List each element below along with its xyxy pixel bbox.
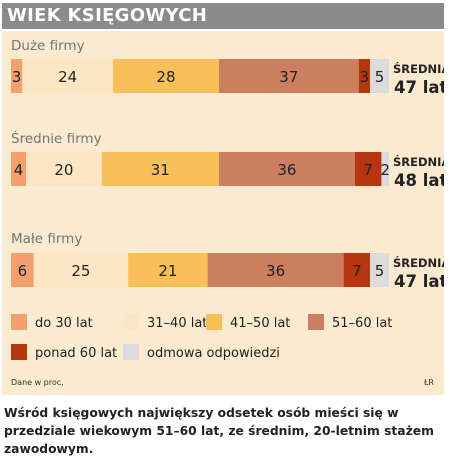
legend-swatch-do-30-lat: [11, 314, 27, 330]
bar-segment-2-31-40-lat: [26, 152, 102, 186]
legend-swatch-ponad-60-lat: [11, 344, 27, 360]
bar-segment-2-ponad-60-lat: [354, 152, 382, 186]
average-label-2: ŚREDNIA: [393, 154, 444, 169]
bar-segment-2-odmowa-odpowiedzi: [381, 152, 389, 186]
data-label-1-ponad-60-lat: 3: [360, 68, 370, 86]
bar-segment-1-do-30-lat: [11, 59, 23, 93]
legend-label-51-60-lat: 51–60 lat: [332, 316, 392, 331]
legend-label-41-50-lat: 41–50 lat: [230, 316, 290, 331]
data-label-2-do-30-lat: 4: [14, 161, 24, 179]
data-label-3-odmowa-odpowiedzi: 5: [375, 262, 385, 280]
bar-segment-1-41-50-lat: [113, 59, 219, 93]
data-label-3-ponad-60-lat: 7: [352, 262, 362, 280]
legend-swatch-31-40-lat: [123, 314, 139, 330]
data-note: Dane w proc.: [11, 378, 64, 387]
legend-label-odmowa-odpowiedzi: odmowa odpowiedzi: [147, 346, 280, 361]
legend-swatch-51-60-lat: [308, 314, 324, 330]
data-label-2-ponad-60-lat: 7: [363, 161, 373, 179]
legend-label-do-30-lat: do 30 lat: [35, 316, 93, 331]
category-label-1: Duże firmy: [11, 38, 85, 54]
stacked-bar-chart: Duże firmy324283735ŚREDNIA47 latŚrednie …: [11, 38, 444, 361]
bar-segment-1-odmowa-odpowiedzi: [370, 59, 389, 93]
chart-title: WIEK KSIĘGOWYCH: [7, 5, 208, 26]
data-label-3-41-50-lat: 21: [158, 262, 177, 280]
category-label-3: Małe firmy: [11, 231, 82, 247]
average-value-3: 47 lat: [394, 272, 444, 291]
bar-segment-1-51-60-lat: [218, 59, 359, 93]
chart-panel: Duże firmy324283735ŚREDNIA47 latŚrednie …: [2, 31, 444, 395]
data-label-3-51-60-lat: 36: [266, 262, 285, 280]
average-value-2: 48 lat: [394, 171, 444, 190]
data-label-2-51-60-lat: 36: [277, 161, 296, 179]
bar-segment-1-ponad-60-lat: [358, 59, 371, 93]
data-label-1-odmowa-odpowiedzi: 5: [375, 68, 385, 86]
author-credit: ŁR: [423, 378, 434, 387]
bar-segment-3-odmowa-odpowiedzi: [370, 253, 389, 287]
average-label-3: ŚREDNIA: [393, 255, 444, 270]
data-label-2-odmowa-odpowiedzi: 2: [380, 161, 390, 179]
legend-swatch-odmowa-odpowiedzi: [123, 344, 139, 360]
average-value-1: 47 lat: [394, 78, 444, 97]
bar-segment-2-41-50-lat: [101, 152, 219, 186]
bar-segment-2-51-60-lat: [218, 152, 355, 186]
legend-label-31-40-lat: 31–40 lat: [147, 316, 207, 331]
bar-segment-3-ponad-60-lat: [343, 253, 371, 287]
data-label-1-41-50-lat: 28: [156, 68, 175, 86]
bar-segment-3-51-60-lat: [207, 253, 344, 287]
data-label-1-do-30-lat: 3: [12, 68, 22, 86]
data-label-1-31-40-lat: 24: [58, 68, 77, 86]
category-label-2: Średnie firmy: [11, 129, 102, 147]
bar-segment-3-41-50-lat: [128, 253, 208, 287]
bar-segment-2-do-30-lat: [11, 152, 27, 186]
bar-segment-1-31-40-lat: [22, 59, 114, 93]
legend-label-ponad-60-lat: ponad 60 lat: [35, 346, 117, 361]
data-label-3-do-30-lat: 6: [18, 262, 28, 280]
data-label-2-41-50-lat: 31: [151, 161, 170, 179]
data-label-2-31-40-lat: 20: [54, 161, 73, 179]
bar-segment-3-do-30-lat: [11, 253, 34, 287]
data-label-3-31-40-lat: 25: [71, 262, 90, 280]
data-label-1-51-60-lat: 37: [279, 68, 298, 86]
bar-segment-3-31-40-lat: [33, 253, 129, 287]
legend-swatch-41-50-lat: [206, 314, 222, 330]
average-label-1: ŚREDNIA: [393, 61, 444, 76]
chart-header: WIEK KSIĘGOWYCH: [2, 3, 444, 29]
